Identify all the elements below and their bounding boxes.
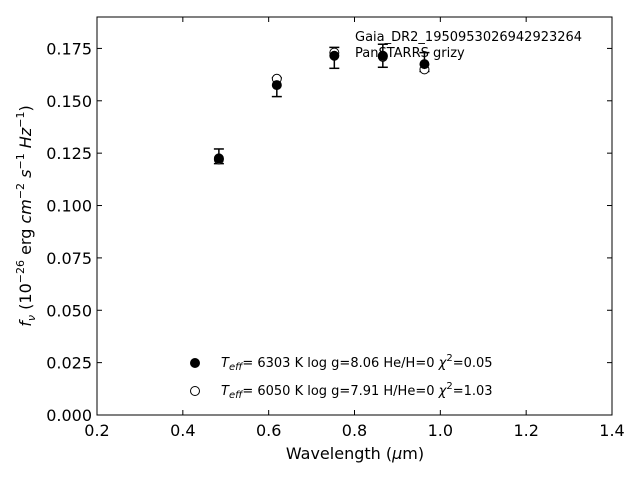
x-tick-label: 0.4 [170, 421, 195, 440]
x-tick-label: 1.4 [599, 421, 624, 440]
legend-marker-filled [190, 358, 200, 368]
x-tick-label: 1.2 [513, 421, 538, 440]
plot-frame [96, 16, 613, 416]
data-point-filled [377, 50, 388, 61]
y-axis-label: fν (10−26 erg cm−2 s−1 Hz−1) [14, 105, 38, 326]
x-tick-label: 0.8 [342, 421, 367, 440]
data-point-filled [329, 50, 340, 61]
annotation-star-id: Gaia_DR2_1950953026942923264 [355, 30, 582, 45]
data-point-filled [213, 153, 224, 164]
x-tick-label: 1.0 [428, 421, 453, 440]
y-tick-label: 0.000 [46, 406, 92, 425]
y-tick-label: 0.125 [46, 144, 92, 163]
data-point-filled [419, 59, 430, 70]
ticks-layer: 0.2 0.4 0.6 0.8 1.0 1.2 1.4 0.000 0.025 0.050 0.07… [46, 17, 625, 440]
x-tick-label: 0.2 [84, 421, 109, 440]
legend-marker-open [190, 386, 200, 396]
legend-entry-filled: Teff= 6303 K log g=8.06 He/H=0 χ2=0.05 [221, 353, 493, 373]
data-point-filled [271, 80, 282, 91]
y-tick-label: 0.025 [46, 354, 92, 373]
y-tick-label: 0.050 [46, 301, 92, 320]
annotation-survey: PanSTARRS grizy [355, 46, 465, 61]
legend: Teff= 6303 K log g=8.06 He/H=0 χ2=0.05 T… [190, 353, 493, 401]
y-tick-label: 0.100 [46, 197, 92, 216]
x-tick-label: 0.6 [256, 421, 281, 440]
legend-entry-open: Teff= 6050 K log g=7.91 H/He=0 χ2=1.03 [221, 381, 493, 401]
x-axis-label: Wavelength (μm) [286, 444, 424, 463]
y-tick-label: 0.150 [46, 92, 92, 111]
y-tick-label: 0.175 [46, 39, 92, 58]
y-tick-label: 0.075 [46, 249, 92, 268]
points-layer [213, 47, 430, 165]
